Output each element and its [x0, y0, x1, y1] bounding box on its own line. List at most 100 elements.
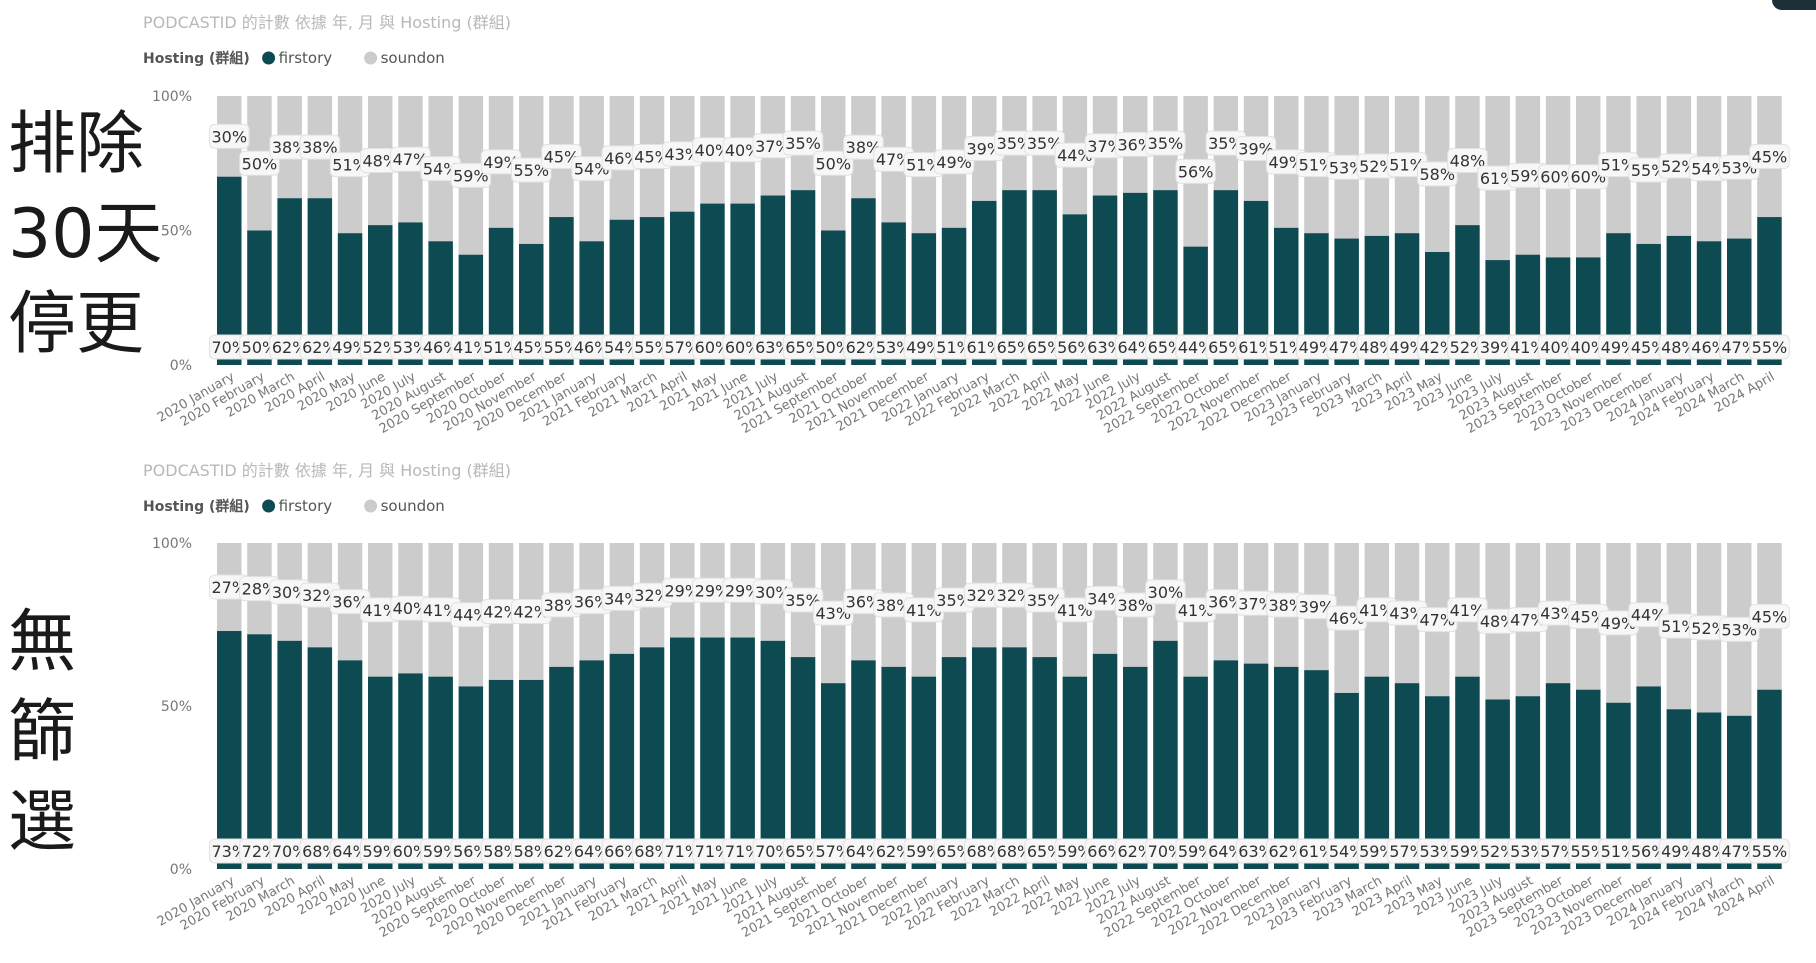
chart-1-label-firstory-5: 52% [362, 338, 398, 357]
chart-2-bar-firstory-11[interactable] [549, 666, 574, 869]
chart-1-label-firstory-44: 40% [1540, 338, 1576, 357]
chart-1-label-firstory-15: 57% [664, 338, 700, 357]
chart-2-label-firstory-15: 71% [664, 842, 700, 861]
chart-2-label-firstory-0: 73% [211, 842, 247, 861]
chart-2-bar-firstory-39[interactable] [1394, 683, 1420, 869]
chart-2-label-soundon-31-bg [1145, 579, 1186, 605]
chart-2-bar-firstory-28[interactable] [1062, 676, 1088, 869]
chart-1-label-soundon-14: 45% [634, 148, 670, 167]
chart-2-bar-firstory-18[interactable] [760, 640, 786, 869]
chart-2-legend-firstory[interactable]: firstory [279, 497, 333, 515]
chart-2-bar-firstory-14[interactable] [639, 647, 665, 869]
chart-2-label-firstory-42: 52% [1480, 842, 1516, 861]
chart-1-label-soundon-9: 49% [483, 153, 519, 172]
chart-1-label-firstory-40: 42% [1419, 338, 1455, 357]
chart-1-label-firstory-25: 61% [966, 338, 1002, 357]
chart-2-label-firstory-35: 62% [1268, 842, 1304, 861]
chart-1-label-soundon-8-bg [450, 162, 492, 188]
window-corner-control[interactable] [1772, 0, 1816, 10]
chart-2-bar-firstory-44[interactable] [1545, 683, 1571, 869]
chart-1-label-firstory-51: 55% [1752, 338, 1788, 357]
chart-1-label-firstory-18: 63% [755, 338, 791, 357]
chart-2-bar-firstory-23[interactable] [911, 676, 937, 869]
chart-2-bar-firstory-33[interactable] [1213, 660, 1239, 869]
chart-1-ytick-100pct: 100% [152, 89, 192, 105]
chart-2-bar-firstory-15[interactable] [670, 637, 695, 869]
chart-2-bar-firstory-31[interactable] [1153, 640, 1178, 869]
chart-2-bar-firstory-30[interactable] [1123, 666, 1148, 869]
chart-2-label-firstory-22: 62% [876, 842, 912, 861]
chart-2-label-firstory-27: 65% [1027, 842, 1063, 861]
chart-1-label-firstory-38: 48% [1359, 338, 1395, 357]
chart-2-bar-firstory-3[interactable] [307, 647, 333, 869]
chart-2-legend-soundon[interactable]: soundon [381, 497, 445, 515]
chart-2-bar-firstory-27[interactable] [1032, 657, 1057, 869]
chart-2-label-firstory-18: 70% [755, 842, 791, 861]
chart-1-legend-soundon[interactable]: soundon [381, 49, 445, 67]
chart-2-label-firstory-46: 51% [1601, 842, 1637, 861]
chart-2-label-soundon-18: 30% [755, 583, 791, 602]
chart-2-bar-firstory-41[interactable] [1455, 676, 1480, 869]
chart-1-label-soundon-5: 48% [362, 152, 398, 171]
chart-1-label-soundon-50: 53% [1721, 158, 1757, 177]
chart-2-label-soundon-15: 29% [664, 581, 700, 600]
chart-1-label-firstory-23: 49% [906, 338, 942, 357]
chart-1-label-firstory-46: 49% [1601, 338, 1637, 357]
chart-2-bar-firstory-4[interactable] [337, 660, 363, 869]
chart-2-label-soundon-19: 35% [785, 591, 821, 610]
chart-2-label-soundon-8: 44% [453, 606, 489, 625]
chart-2-label-soundon-38: 41% [1359, 601, 1395, 620]
chart-2-label-soundon-33: 36% [1208, 593, 1244, 612]
chart-2-bar-firstory-6[interactable] [398, 673, 423, 869]
chart-2-bar-firstory-1[interactable] [247, 634, 272, 869]
chart-1-label-soundon-34-bg [1235, 135, 1277, 161]
chart-2-label-soundon-21: 36% [846, 593, 882, 612]
chart-2-bar-firstory-24[interactable] [941, 657, 967, 869]
chart-1-legend-firstory[interactable]: firstory [279, 49, 333, 67]
chart-2-bar-firstory-38[interactable] [1364, 676, 1390, 869]
chart-2-label-soundon-39: 43% [1389, 604, 1425, 623]
chart-1-title: PODCASTID 的計數 依據 年, 月 與 Hosting (群組) [143, 13, 511, 32]
chart-2-bar-firstory-19[interactable] [790, 657, 816, 869]
chart-2-bar-firstory-34[interactable] [1243, 663, 1269, 869]
chart-1-bar-firstory-0[interactable] [217, 176, 242, 365]
chart-1-legend-title: Hosting (群組) [143, 50, 250, 67]
chart-1-label-soundon-0: 30% [211, 127, 247, 146]
chart-1-label-soundon-24: 49% [936, 153, 972, 172]
chart-2-bar-firstory-36[interactable] [1304, 670, 1329, 869]
chart-1-label-soundon-0-bg [208, 123, 250, 149]
chart-1-label-soundon-8: 59% [453, 166, 489, 185]
chart-2-label-soundon-35: 38% [1268, 596, 1304, 615]
chart-2-bar-firstory-7[interactable] [428, 676, 453, 869]
chart-1-label-firstory-47: 45% [1631, 338, 1667, 357]
chart-2-label-firstory-12: 64% [574, 842, 610, 861]
chart-1-ytick-50pct: 50% [161, 224, 192, 240]
chart-1-label-soundon-19: 35% [785, 134, 821, 153]
chart-2-bar-firstory-26[interactable] [1002, 647, 1027, 869]
chart-2-bar-firstory-20[interactable] [821, 683, 846, 869]
chart-2-label-soundon-4: 36% [332, 593, 368, 612]
chart-2-bar-firstory-10[interactable] [519, 679, 544, 869]
chart-2-bar-firstory-29[interactable] [1092, 653, 1118, 869]
chart-2-bar-firstory-2[interactable] [277, 640, 302, 869]
chart-2-bar-firstory-0[interactable] [217, 631, 242, 869]
chart-2-bar-firstory-21[interactable] [851, 660, 876, 869]
chart-2-bar-firstory-13[interactable] [609, 653, 635, 869]
chart-2-bar-firstory-32[interactable] [1183, 676, 1208, 869]
chart-2-bar-firstory-25[interactable] [972, 647, 997, 869]
chart-1-label-soundon-41: 48% [1450, 152, 1486, 171]
chart-2-bar-firstory-5[interactable] [368, 676, 393, 869]
chart-2-label-firstory-28: 59% [1057, 842, 1093, 861]
chart-2-bar-firstory-12[interactable] [579, 660, 604, 869]
chart-2-bar-firstory-16[interactable] [700, 637, 725, 869]
chart-2-legend-soundon-circle-icon [364, 499, 378, 513]
chart-2-label-firstory-47: 56% [1631, 842, 1667, 861]
chart-2-bar-firstory-17[interactable] [730, 637, 755, 869]
chart-2-bar-firstory-35[interactable] [1274, 666, 1299, 869]
side-label-bottom-line-1: 無 [8, 603, 77, 682]
chart-2-ytick-0pct: 0% [170, 862, 192, 878]
chart-2-bar-firstory-22[interactable] [881, 666, 906, 869]
chart-1-label-firstory-27: 65% [1027, 338, 1063, 357]
chart-2-bar-firstory-9[interactable] [488, 679, 514, 869]
chart-2-label-soundon-12: 36% [574, 593, 610, 612]
